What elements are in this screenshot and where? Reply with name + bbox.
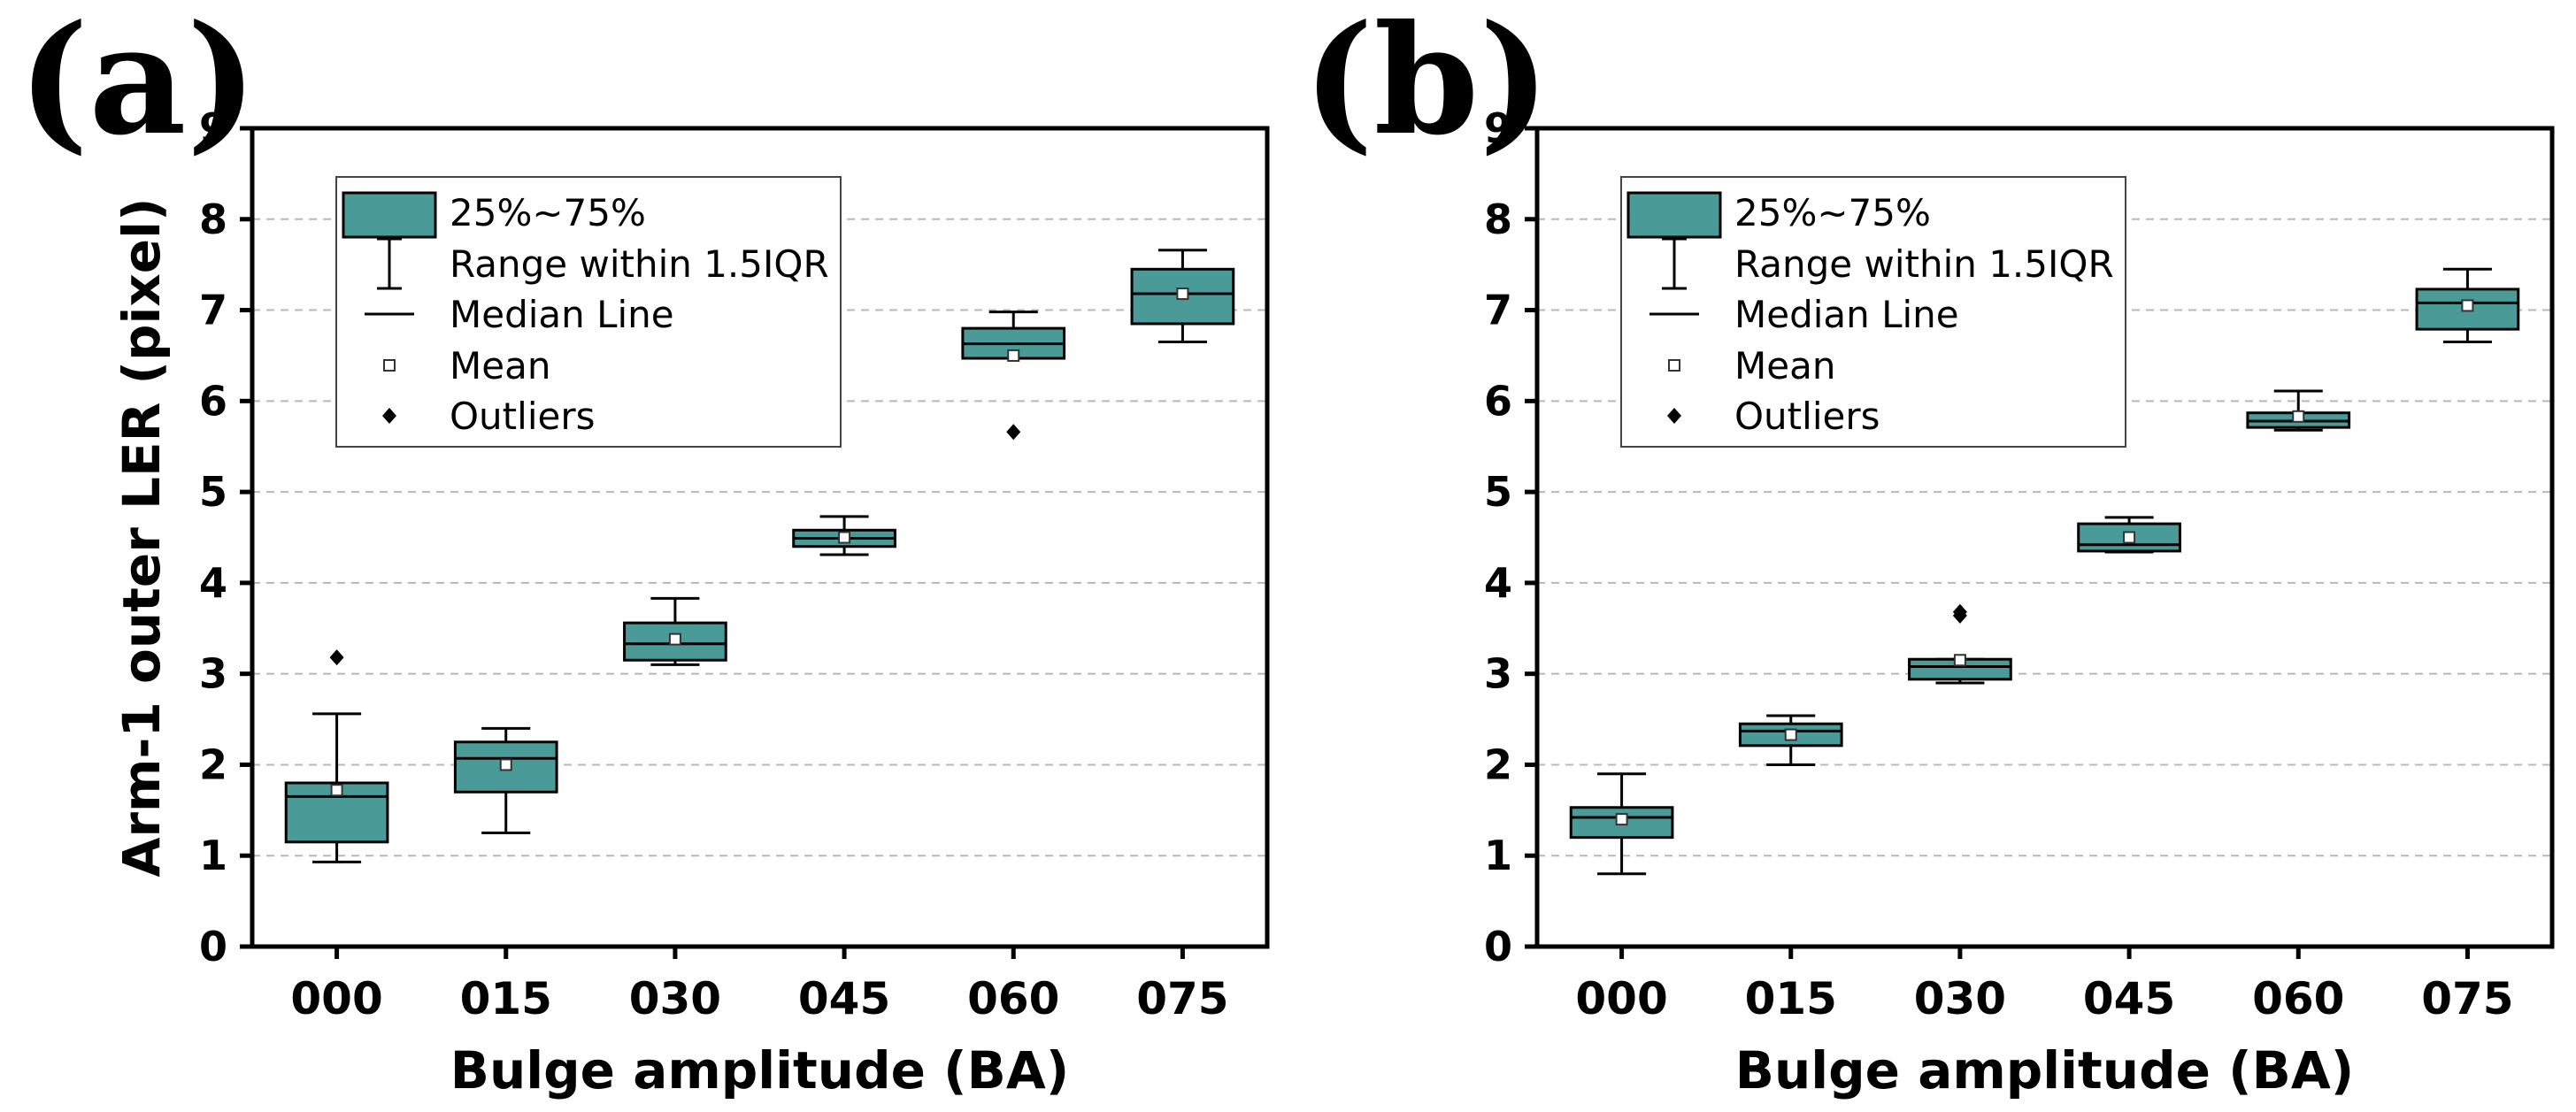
chart-panel-b: (b) 0 1 2 3 4 5 6 7 8 9 000 015 030 045 060 075 Bulge amp… <box>1303 0 2555 1100</box>
plot-frame <box>1534 126 2555 949</box>
x-tick-label: 045 <box>798 973 890 1024</box>
outlier-marker <box>1006 424 1021 441</box>
mean-marker <box>2123 531 2136 544</box>
y-tick-label: 3 <box>199 650 227 698</box>
box-group-000 <box>284 649 389 863</box>
box-group-000 <box>1569 772 1674 876</box>
panel-label: (b) <box>1303 0 1550 169</box>
legend-label: Median Line <box>1734 293 1959 336</box>
x-tick-label: 060 <box>2252 973 2344 1024</box>
mean-marker <box>668 633 681 646</box>
box-group-015 <box>1738 714 1843 766</box>
legend: 25%~75% Range within 1.5IQR Median Line Mea… <box>1620 176 2126 448</box>
mean-marker <box>499 758 512 771</box>
y-tick-label: 2 <box>1484 740 1512 788</box>
mean-marker <box>1176 288 1189 301</box>
y-tick-label: 4 <box>199 559 227 607</box>
x-tick-label: 060 <box>967 973 1059 1024</box>
y-tick-label: 6 <box>1484 377 1512 425</box>
y-tick-label: 5 <box>199 468 227 516</box>
box-group-045 <box>792 515 896 556</box>
mean-marker <box>330 784 343 797</box>
legend-label: Range within 1.5IQR <box>450 242 829 286</box>
mean-marker <box>1615 813 1628 826</box>
legend: 25%~75% Range within 1.5IQR Median Line Mea… <box>335 176 842 448</box>
mean-marker <box>1953 654 1966 667</box>
y-tick-label: 1 <box>1484 832 1512 879</box>
plot-frame <box>250 126 1270 949</box>
y-tick-label: 4 <box>1484 559 1512 607</box>
box-group-030 <box>1908 603 2012 685</box>
panel-label: (a) <box>18 0 258 169</box>
box-group-060 <box>961 311 1066 441</box>
y-tick-label: 9 <box>199 104 227 152</box>
x-tick-label: 075 <box>1136 973 1228 1024</box>
mean-marker <box>838 531 851 544</box>
legend-mean-symbol <box>1668 359 1680 372</box>
legend-label: 25%~75% <box>1734 191 1931 234</box>
y-tick-label: 3 <box>1484 650 1512 698</box>
legend-box-symbol <box>1626 191 1722 239</box>
legend-label: 25%~75% <box>450 191 646 234</box>
box-group-060 <box>2246 389 2351 432</box>
legend-box-symbol <box>342 191 437 239</box>
y-tick-label: 1 <box>199 832 227 879</box>
legend-label: Outliers <box>450 395 595 438</box>
mean-marker <box>1784 728 1797 741</box>
legend-mean-symbol <box>383 359 396 372</box>
legend-outlier-symbol <box>1667 408 1681 424</box>
x-tick-label: 075 <box>2421 973 2513 1024</box>
y-tick-label: 8 <box>1484 196 1512 243</box>
outlier-marker <box>329 649 344 666</box>
x-tick-label: 000 <box>1575 973 1667 1024</box>
y-tick-label: 0 <box>199 923 227 970</box>
mean-marker <box>1007 349 1020 362</box>
x-tick-label: 030 <box>1914 973 2006 1024</box>
y-tick-label: 5 <box>1484 468 1512 516</box>
y-tick-label: 6 <box>199 377 227 425</box>
x-axis-title: Bulge amplitude (BA) <box>1735 1040 2354 1100</box>
y-tick-label: 2 <box>199 740 227 788</box>
x-tick-label: 015 <box>1745 973 1837 1024</box>
x-tick-label: 000 <box>290 973 382 1024</box>
legend-label: Mean <box>1734 344 1835 387</box>
box-iqr <box>1569 806 1674 840</box>
y-tick-label: 9 <box>1484 104 1512 152</box>
x-tick-label: 030 <box>629 973 721 1024</box>
legend-label: Median Line <box>450 293 674 336</box>
legend-label: Outliers <box>1734 395 1880 438</box>
legend-label: Mean <box>450 344 550 387</box>
y-tick-label: 0 <box>1484 923 1512 970</box>
mean-marker <box>2292 410 2305 423</box>
legend-outlier-symbol <box>382 408 396 424</box>
x-tick-label: 015 <box>460 973 552 1024</box>
legend-label: Range within 1.5IQR <box>1734 242 2114 286</box>
x-tick-label: 045 <box>2083 973 2175 1024</box>
mean-marker <box>2461 299 2474 312</box>
box-group-030 <box>623 596 727 666</box>
y-axis-title: Arm-1 outer LER (pixel) <box>111 197 172 877</box>
y-tick-label: 7 <box>1484 287 1512 334</box>
outlier-marker <box>1952 603 1967 620</box>
box-group-075 <box>2415 267 2520 344</box>
box-group-015 <box>453 726 558 835</box>
y-tick-label: 8 <box>199 196 227 243</box>
chart-panel-a: (a) 0 1 2 3 4 5 6 7 8 9 000 015 030 045 060 075 Bulge amp… <box>18 0 1270 1100</box>
x-axis-title: Bulge amplitude (BA) <box>450 1040 1069 1100</box>
box-iqr <box>2077 522 2181 553</box>
box-group-075 <box>1130 249 1235 344</box>
y-tick-label: 7 <box>199 287 227 334</box>
box-group-045 <box>2077 516 2181 554</box>
